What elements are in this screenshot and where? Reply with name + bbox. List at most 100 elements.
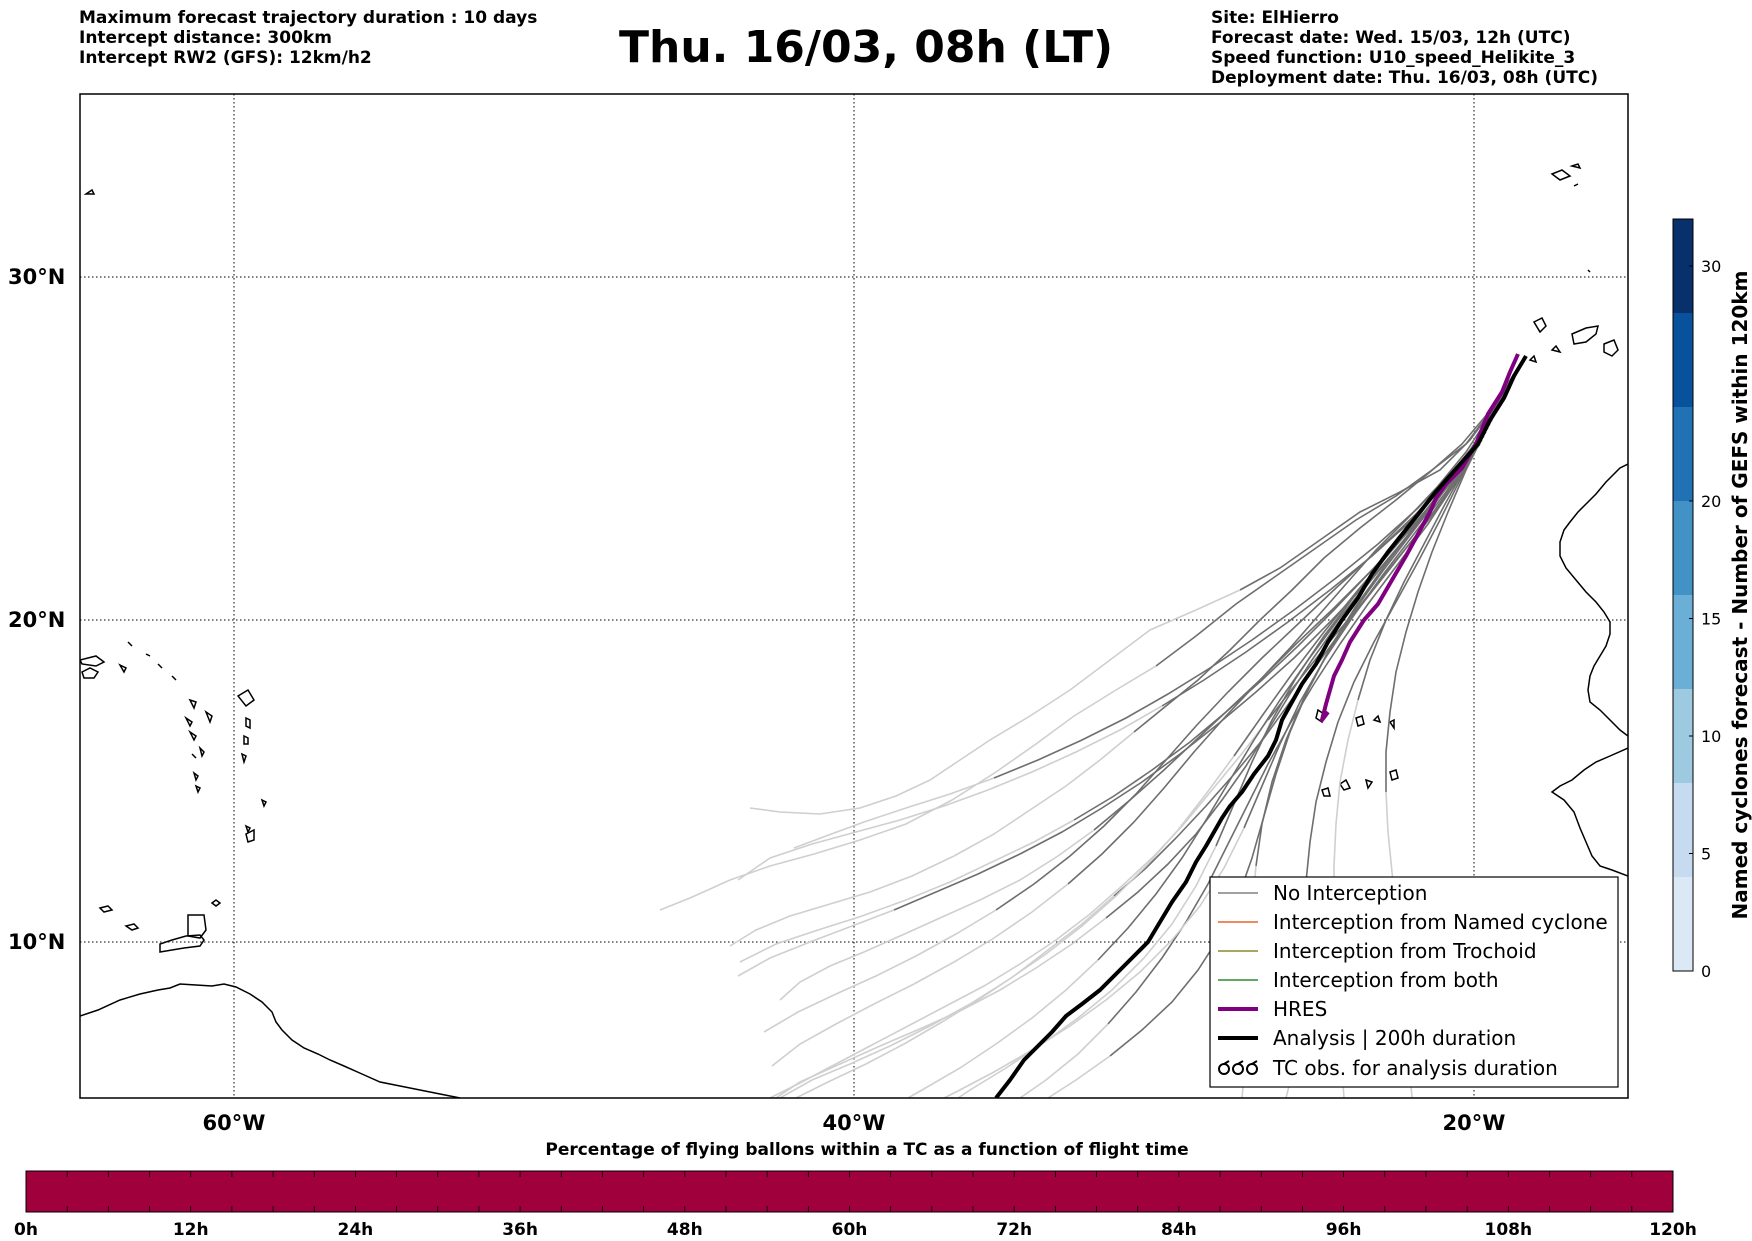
legend-label-analysis: Analysis | 200h duration [1273,1026,1516,1050]
coast-south-america [80,983,462,1098]
legend-label-trochoid: Interception from Trochoid [1273,939,1537,963]
ensemble-member-far [779,755,1235,1098]
island-st-lucia [240,752,247,765]
timeline-tick-label: 0h [14,1220,38,1240]
ensemble-member-far [771,883,1069,1067]
lat-label-10n: 10°N [8,930,65,954]
island-martinique [243,734,249,745]
timeline-tick-label: 36h [502,1220,538,1240]
colorbar-tick-label: 15 [1701,610,1721,629]
ensemble-member-near [995,427,1489,911]
intercept-rw2-text: Intercept RW2 (GFS): 12km/h2 [79,48,372,68]
colorbar-segment [1673,595,1693,689]
antilles-arc [81,641,213,794]
lon-label-20w: 20°W [1443,1111,1506,1135]
island-barbados [244,824,252,834]
lat-label-20n: 20°N [8,608,65,632]
canary-islands [1528,316,1619,364]
colorbar-segment [1673,783,1693,877]
colorbar-tick-label: 0 [1701,962,1711,981]
island-tobago [210,899,222,907]
coast-paria [159,934,205,953]
coast-africa [1559,463,1628,737]
timeline-ticks: 0h 12h 24h 36h 48h 60h 72h 84h 96h 108h 120h [14,1171,1697,1240]
island-curacao [98,905,114,913]
colorbar-border [1672,218,1694,972]
timeline-tick-label: 12h [173,1220,209,1240]
site-info-text: Site: ElHierro Forecast date: Wed. 15/03… [1211,8,1598,88]
ensemble-member-far [749,589,1241,815]
ensemble-member-far [769,719,1269,1098]
lon-label-60w: 60°W [203,1111,266,1135]
legend: No Interception Interception from Named … [1209,876,1619,1088]
intercept-distance-text: Intercept distance: 300km [79,28,332,48]
ensemble-member-far [763,909,997,1033]
timeline-tick-label: 72h [996,1220,1032,1240]
timeline-tick-label: 120h [1649,1220,1697,1240]
ensemble-member-far [957,845,1217,1098]
colorbar-segment [1673,877,1693,971]
colorbar-segment [1673,501,1693,595]
island-trinidad [187,914,207,939]
colorbar-tick-label: 20 [1701,492,1721,511]
ensemble-member-near [1109,431,1487,1057]
ensemble-member-near [1155,361,1523,667]
ensemble-member-near [1305,383,1511,883]
ensemble-member-far [737,909,895,977]
lon-label-40w: 40°W [823,1111,886,1135]
legend-label-hres: HRES [1273,997,1327,1021]
analysis-trajectory [994,354,1528,1098]
island-small-1 [245,828,255,843]
ensemble-member-near [1133,363,1521,733]
ensemble-member-near [1243,399,1503,829]
ensemble-member-far [1047,1055,1111,1098]
islet-selvagens [1587,269,1591,273]
timeline-tick-label: 60h [832,1220,868,1240]
colorbar-tick-label: 5 [1701,845,1711,864]
ensemble-trajectories [659,357,1525,1098]
cyclone-colorbar [1673,219,1693,971]
forecast-date-text: Forecast date: Wed. 15/03, 12h (UTC) [1211,28,1571,48]
legend-label-both: Interception from both [1273,968,1499,992]
legend-label-named-cyclone: Interception from Named cyclone [1273,910,1608,934]
map-border [79,93,1629,1099]
colorbar-segment [1673,689,1693,783]
speed-function-text: Speed function: U10_speed_Helikite_3 [1211,48,1576,68]
ensemble-member-far [907,959,1099,1098]
site-text: Site: ElHierro [1211,8,1339,28]
colorbar-segment [1673,407,1693,501]
island-guadeloupe [236,688,255,708]
ensemble-member-far [793,777,995,849]
madeira [1550,163,1582,187]
ensemble-member-far [943,827,1245,1098]
timeline-tick-label: 96h [1326,1220,1362,1240]
tc-symbol-icon [1218,1060,1258,1075]
ensemble-member-far [729,731,1135,947]
island-bermuda-like [83,188,96,195]
ensemble-member-far [659,665,1157,911]
timeline-bar [25,1170,1674,1213]
coast-africa-2 [1550,747,1628,877]
island-antigua [260,798,268,808]
ensemble-member-near [1067,443,1481,885]
forecast-settings-text: Maximum forecast trajectory duration : 1… [79,8,537,68]
ensemble-member-near [1093,367,1519,831]
colorbar-segment [1673,219,1693,313]
timeline-tick-label: 48h [667,1220,703,1240]
island-dominica [245,716,251,730]
legend-label-tc-obs: TC obs. for analysis duration [1272,1056,1558,1080]
colorbar-label: Named cyclones forecast - Number of GEFS… [1728,271,1752,920]
page-title: Thu. 16/03, 08h (LT) [619,22,1114,73]
lat-label-30n: 30°N [8,265,65,289]
timeline-tick-label: 24h [338,1220,374,1240]
ensemble-member-far [737,705,1163,881]
island-puerto-rico [80,655,106,667]
colorbar-segment [1673,313,1693,407]
colorbar-tick-label: 10 [1701,727,1721,746]
ensemble-member-near [993,423,1491,779]
ensemble-member-near [1255,439,1483,867]
timeline-tick-label: 84h [1161,1220,1197,1240]
ensemble-member-far [779,829,1095,1001]
island-margarita [124,923,140,931]
